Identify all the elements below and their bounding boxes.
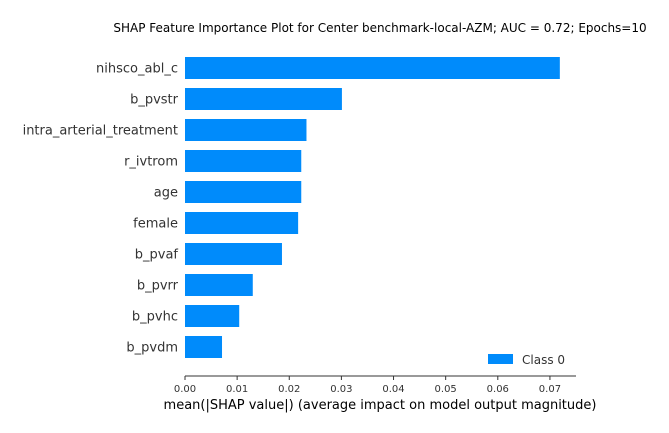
bar-b_pvaf — [185, 243, 282, 265]
x-tick-label: 0.02 — [278, 384, 300, 395]
bar-b_pvhc — [185, 305, 240, 327]
category-label: b_pvrr — [137, 279, 179, 294]
x-tick-label: 0.06 — [487, 384, 509, 395]
category-label: b_pvstr — [130, 93, 179, 108]
x-tick-label: 0.03 — [330, 384, 352, 395]
bars-layer — [185, 57, 560, 358]
bar-age — [185, 181, 302, 203]
category-label: intra_arterial_treatment — [23, 124, 178, 139]
bar-female — [185, 212, 299, 234]
x-tick-label: 0.01 — [226, 384, 248, 395]
category-label: b_pvhc — [132, 310, 178, 325]
bar-r_ivtrom — [185, 150, 302, 172]
category-labels: nihsco_abl_c b_pvstr intra_arterial_treatm… — [23, 62, 179, 356]
bar-b_pvstr — [185, 88, 342, 110]
category-label: r_ivtrom — [124, 155, 178, 170]
chart-title: SHAP Feature Importance Plot for Center … — [113, 21, 646, 35]
x-axis: 0.00 0.01 0.02 0.03 0.04 0.05 0.06 0.07 — [174, 375, 576, 395]
category-label: b_pvaf — [135, 248, 179, 263]
bar-b_pvdm — [185, 336, 223, 358]
category-label: female — [133, 217, 178, 232]
category-label: age — [154, 186, 178, 201]
category-label: b_pvdm — [126, 341, 178, 356]
legend-swatch — [488, 354, 513, 364]
x-axis-title: mean(|SHAP value|) (average impact on mo… — [164, 398, 597, 413]
bar-b_pvrr — [185, 274, 253, 296]
bar-nihsco_abl_c — [185, 57, 560, 79]
category-label: nihsco_abl_c — [96, 62, 178, 77]
bar-intra_arterial_treatment — [185, 119, 307, 141]
x-tick-label: 0.04 — [382, 384, 404, 395]
legend-label: Class 0 — [522, 353, 565, 367]
x-tick-label: 0.05 — [435, 384, 457, 395]
x-tick-label: 0.00 — [174, 384, 196, 395]
legend: Class 0 — [488, 353, 565, 367]
x-tick-label: 0.07 — [539, 384, 561, 395]
